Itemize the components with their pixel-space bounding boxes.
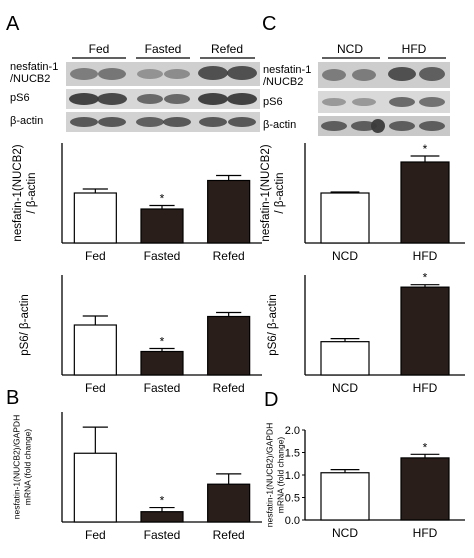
y-tick-label: 1.5 bbox=[285, 448, 300, 460]
x-tick-label: Refed bbox=[213, 249, 245, 263]
bar-chart-c-nucb2: NCD * HFD nesfatin-1(NUCB2) / β-actin bbox=[260, 142, 465, 263]
significance-star: * bbox=[160, 335, 165, 349]
blot-strip-c-ps6 bbox=[318, 91, 450, 113]
blot-group-label-ncd: NCD bbox=[337, 42, 363, 56]
blot-label-c-actin: β-actin bbox=[263, 119, 296, 131]
significance-star: * bbox=[423, 142, 428, 156]
x-tick-label: Fasted bbox=[144, 381, 181, 395]
western-blot-c: NCD HFD nesfatin-1 /NUCB2 pS6 β-actin bbox=[263, 42, 450, 136]
bar bbox=[73, 452, 117, 523]
panel-letter-a: A bbox=[6, 13, 20, 35]
bar-chart-a-nucb2: Fed * Fasted Refed nesfatin-1(NUCB2) / β-acti… bbox=[12, 143, 262, 263]
bar bbox=[140, 511, 184, 523]
panel-letter-b: B bbox=[6, 387, 19, 409]
bar-chart-c-ps6: NCD * HFD pS6/ β-actin bbox=[267, 271, 465, 395]
y-axis-label-line: / β-actin bbox=[26, 172, 38, 213]
bar bbox=[400, 457, 450, 521]
bar bbox=[320, 341, 370, 376]
x-tick-label: NCD bbox=[332, 381, 358, 395]
x-tick-label: HFD bbox=[413, 381, 438, 395]
x-tick-label: Fed bbox=[85, 249, 106, 263]
blot-label-c-nucb2-line1: nesfatin-1 bbox=[263, 64, 311, 76]
significance-star: * bbox=[160, 192, 165, 206]
significance-star: * bbox=[423, 271, 428, 285]
significance-star: * bbox=[160, 494, 165, 508]
western-blot-a: Fed Fasted Refed nesfatin-1 /NUCB2 pS6 β… bbox=[10, 42, 260, 132]
y-axis-label-line: nesfatin-1(NUCB2)/GAPDH bbox=[11, 415, 21, 519]
x-tick-label: NCD bbox=[332, 526, 358, 540]
significance-star: * bbox=[423, 440, 428, 454]
y-axis-label: pS6/ β-actin bbox=[267, 294, 279, 356]
y-axis-label-line: nesfatin-1(NUCB2) bbox=[12, 144, 24, 241]
blot-label-c-nucb2-line2: /NUCB2 bbox=[263, 76, 303, 88]
y-axis-label: nesfatin-1(NUCB2)/GAPDH mRNA (fold change… bbox=[264, 423, 285, 527]
y-axis-label: nesfatin-1(NUCB2) / β-actin bbox=[260, 144, 286, 241]
y-tick-label: 0.0 bbox=[285, 515, 300, 527]
blot-group-label-hfd: HFD bbox=[402, 42, 427, 56]
x-tick-label: Fasted bbox=[144, 249, 181, 263]
bar-chart-a-ps6: Fed * Fasted Refed pS6/ β-actin bbox=[19, 275, 262, 395]
x-tick-label: Fasted bbox=[144, 528, 181, 542]
y-axis-label: nesfatin-1(NUCB2)/GAPDH mRNA (fold change… bbox=[11, 415, 32, 519]
y-axis-label-line: / β-actin bbox=[274, 172, 286, 213]
bar bbox=[320, 472, 370, 521]
blot-label-nucb2-line1: nesfatin-1 bbox=[10, 61, 58, 73]
blot-label-c-ps6: pS6 bbox=[263, 96, 283, 108]
x-tick-label: Fed bbox=[85, 528, 106, 542]
bar bbox=[207, 179, 251, 244]
panel-letter-d: D bbox=[264, 389, 278, 411]
bar bbox=[73, 324, 117, 376]
y-tick-label: 2.0 bbox=[285, 425, 300, 437]
y-axis-label-line: pS6/ β-actin bbox=[19, 294, 31, 356]
y-axis-label-line: mRNA (fold change) bbox=[275, 437, 285, 514]
x-tick-label: Fed bbox=[85, 381, 106, 395]
x-tick-label: HFD bbox=[413, 526, 438, 540]
bar bbox=[400, 161, 450, 244]
blot-label-actin: β-actin bbox=[10, 115, 43, 127]
bar-chart-d-mrna: 0.0 0.5 1.0 1.5 2.0 NCD * HFD nesfatin-1(NUCB2)/… bbox=[264, 423, 465, 540]
y-axis-label: nesfatin-1(NUCB2) / β-actin bbox=[12, 144, 38, 241]
blot-group-label-fasted: Fasted bbox=[145, 42, 182, 56]
blot-group-label-fed: Fed bbox=[89, 42, 110, 56]
bar bbox=[207, 315, 251, 376]
bar bbox=[207, 483, 251, 523]
y-axis-label-line: nesfatin-1(NUCB2) bbox=[260, 144, 272, 241]
x-tick-label: Refed bbox=[213, 528, 245, 542]
bar bbox=[73, 192, 117, 244]
blot-label-ps6: pS6 bbox=[10, 92, 30, 104]
bar bbox=[400, 286, 450, 376]
blot-group-label-refed: Refed bbox=[211, 42, 243, 56]
bar bbox=[140, 208, 184, 244]
panel-letter-c: C bbox=[262, 13, 276, 35]
x-tick-label: NCD bbox=[332, 249, 358, 263]
y-tick-label: 0.5 bbox=[285, 493, 300, 505]
x-tick-label: HFD bbox=[413, 249, 438, 263]
bar bbox=[140, 350, 184, 376]
y-axis-label: pS6/ β-actin bbox=[19, 294, 31, 356]
y-axis-label-line: nesfatin-1(NUCB2)/GAPDH bbox=[264, 423, 274, 527]
x-tick-label: Refed bbox=[213, 381, 245, 395]
y-axis-label-line: mRNA (fold change) bbox=[22, 429, 32, 506]
y-axis-label-line: pS6/ β-actin bbox=[267, 294, 279, 356]
bar-chart-b-mrna: Fed * Fasted Refed nesfatin-1(NUCB2)/GAPDH mR… bbox=[11, 412, 262, 542]
blot-label-nucb2-line2: /NUCB2 bbox=[10, 73, 50, 85]
bar bbox=[320, 192, 370, 244]
y-tick-label: 1.0 bbox=[285, 470, 300, 482]
